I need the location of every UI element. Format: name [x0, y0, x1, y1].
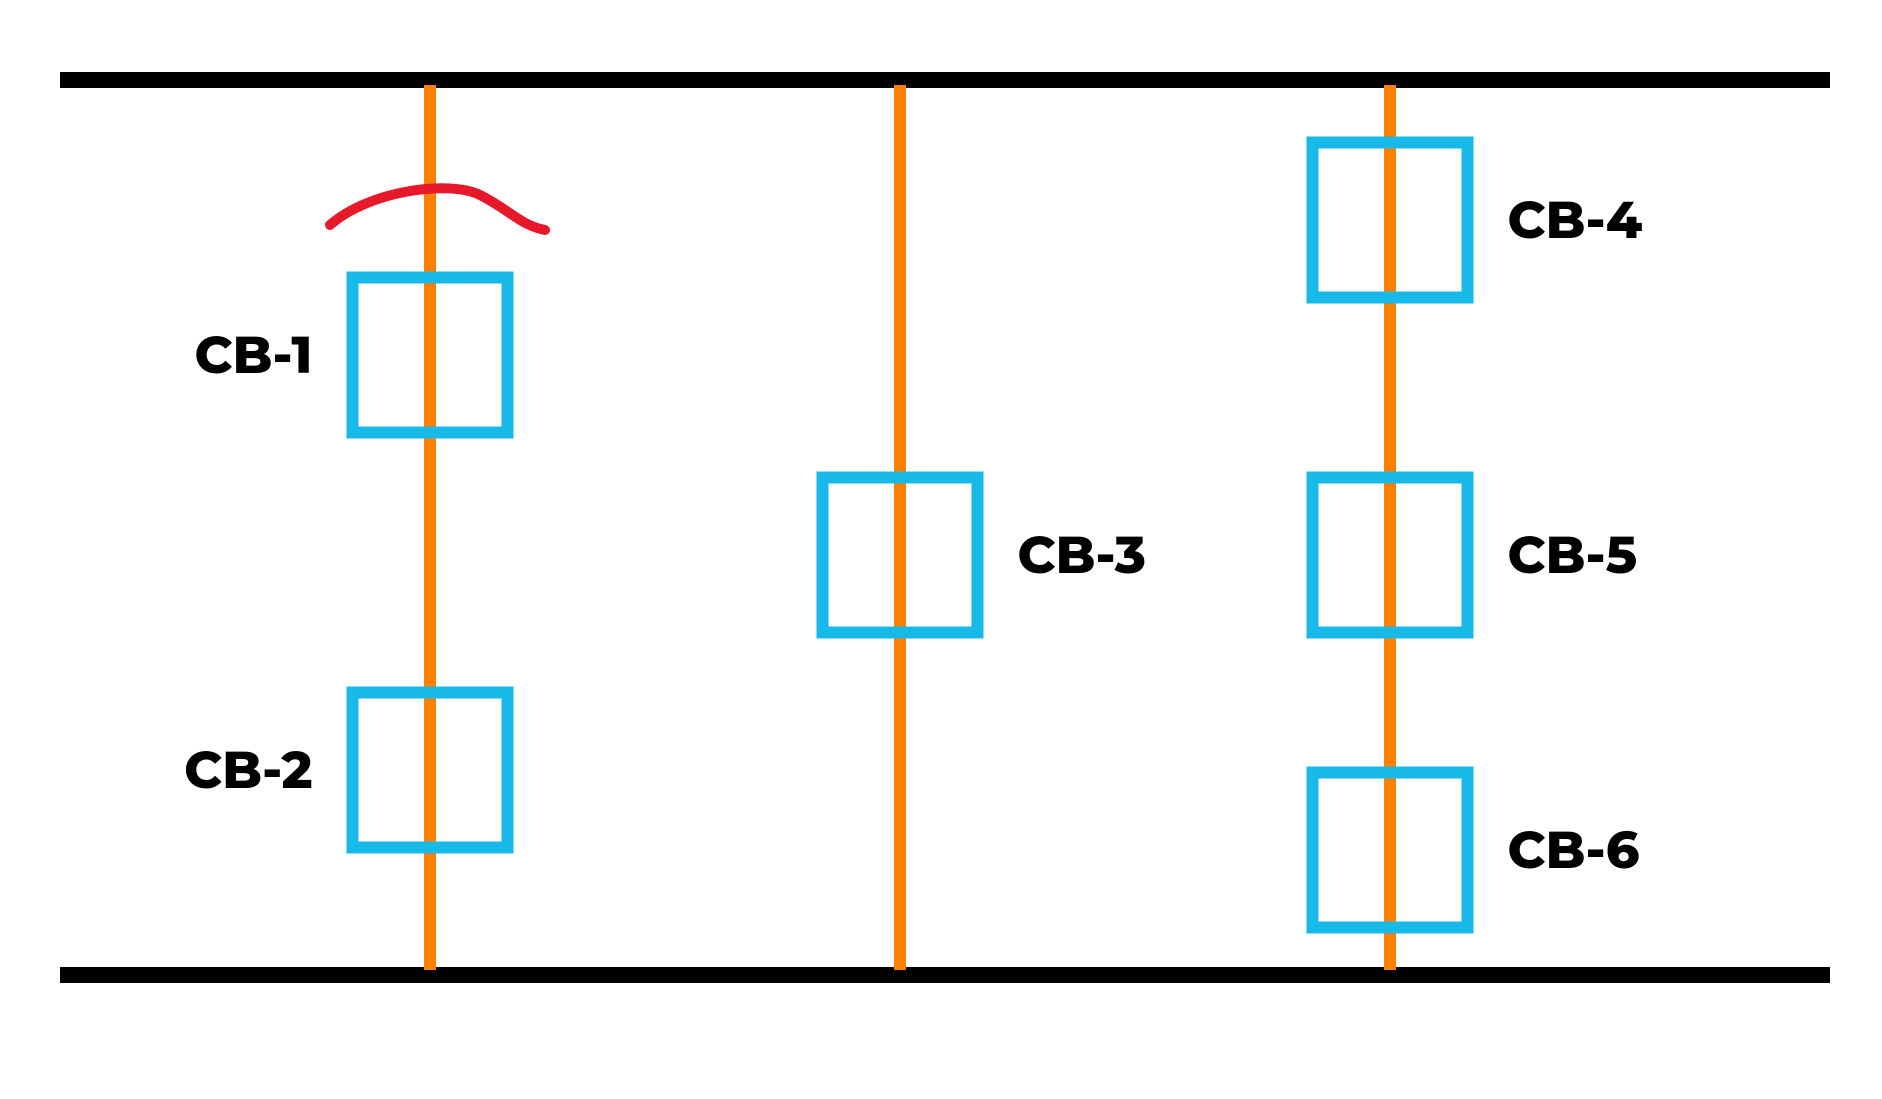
label-cb-5: CB-5	[1508, 524, 1638, 587]
label-cb-1: CB-1	[195, 324, 313, 387]
label-cb-2: CB-2	[184, 739, 312, 802]
label-cb-6: CB-6	[1508, 819, 1640, 882]
annotation-arc	[330, 188, 545, 230]
single-line-diagram: CB-1 CB-2 CB-3 CB-4 CB-5 CB-6	[0, 0, 1882, 1099]
label-cb-3: CB-3	[1018, 524, 1146, 587]
label-cb-4: CB-4	[1508, 189, 1643, 252]
